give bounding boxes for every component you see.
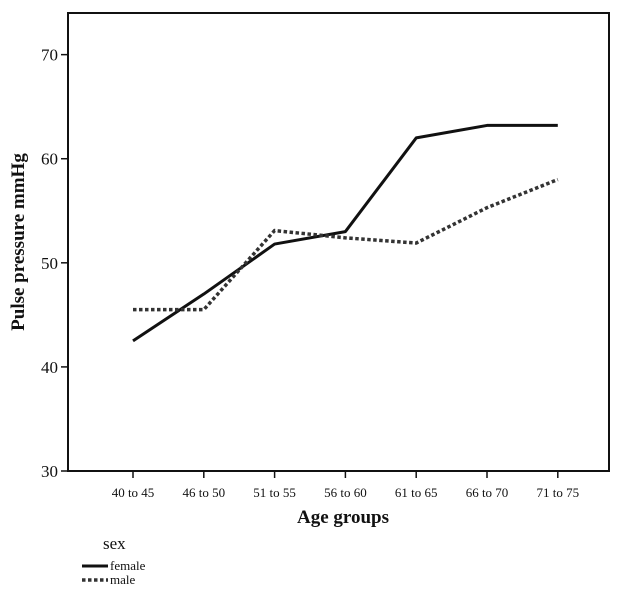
x-tick-label: 51 to 55 <box>253 485 296 500</box>
y-axis-title: Pulse pressure mmHg <box>8 153 29 331</box>
y-tick-label: 50 <box>41 254 58 273</box>
legend-label-female: female <box>110 558 146 573</box>
legend-title: sex <box>103 534 126 553</box>
legend-label-male: male <box>110 572 135 587</box>
series-layer <box>132 123 559 343</box>
series-line-female <box>132 123 558 343</box>
series-line-male <box>133 177 559 312</box>
y-tick-label: 60 <box>41 150 58 169</box>
x-tick-label: 71 to 75 <box>536 485 579 500</box>
x-tick-label: 66 to 70 <box>466 485 509 500</box>
y-tick-label: 30 <box>41 462 58 481</box>
x-axis-title: Age groups <box>297 507 389 528</box>
x-tick-label: 56 to 60 <box>324 485 367 500</box>
x-tick-label: 46 to 50 <box>182 485 225 500</box>
y-tick-label: 40 <box>41 358 58 377</box>
x-tick-label: 61 to 65 <box>395 485 438 500</box>
plot-area <box>67 12 610 472</box>
x-tick-label: 40 to 45 <box>112 485 155 500</box>
x-axis: 40 to 45 46 to 50 51 to 55 56 to 60 61 to 65… <box>112 471 579 500</box>
y-axis: 30 40 50 60 70 <box>41 46 68 481</box>
y-tick-label: 70 <box>41 46 58 65</box>
